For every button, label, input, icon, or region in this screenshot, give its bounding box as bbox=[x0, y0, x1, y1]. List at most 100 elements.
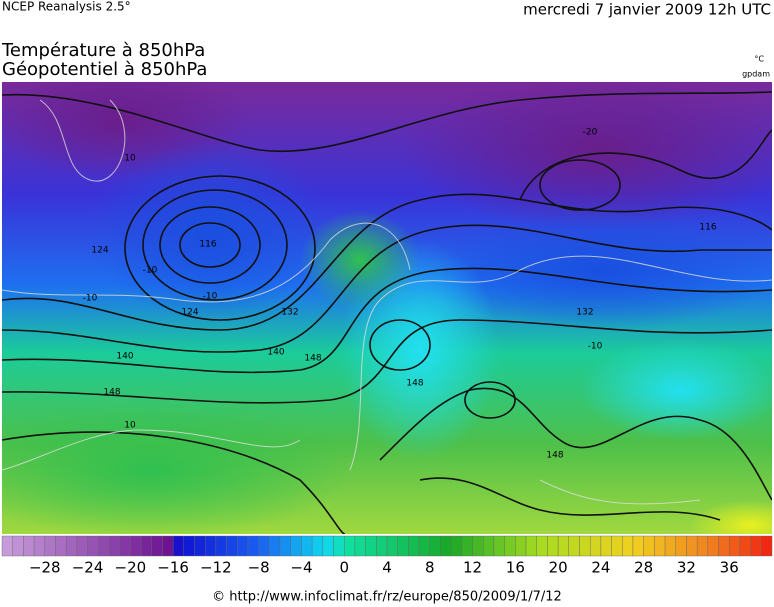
colorbar-tick-label: 36 bbox=[720, 559, 739, 577]
colorbar-swatch bbox=[483, 535, 495, 557]
colorbar-swatch bbox=[493, 535, 505, 557]
colorbar-swatch bbox=[643, 535, 655, 557]
contour-label: -20 bbox=[583, 128, 598, 138]
colorbar-swatch bbox=[194, 535, 206, 557]
colorbar-swatch bbox=[301, 535, 313, 557]
isotherms bbox=[2, 99, 772, 505]
colorbar-swatch bbox=[151, 535, 163, 557]
contour-label: 132 bbox=[576, 308, 593, 318]
contour-label: 116 bbox=[199, 240, 216, 250]
colorbar-swatch bbox=[686, 535, 698, 557]
contour-label: 140 bbox=[267, 348, 284, 358]
cold-area bbox=[400, 82, 772, 230]
colorbar-swatch bbox=[162, 535, 174, 557]
colorbar-tick-label: −24 bbox=[72, 559, 104, 577]
colorbar-swatch bbox=[589, 535, 602, 557]
contour-label: 10 bbox=[124, 154, 136, 164]
colorbar-tick-label: 24 bbox=[591, 559, 610, 577]
colorbar-swatch bbox=[440, 535, 452, 557]
footer-credit: © http://www.infoclimat.fr/rz/europe/850… bbox=[212, 590, 562, 605]
colorbar-swatch bbox=[55, 535, 67, 557]
mild-area bbox=[2, 400, 350, 534]
contour-label: 116 bbox=[699, 223, 716, 233]
colorbar-tick-label: −20 bbox=[115, 559, 147, 577]
colorbar-swatch bbox=[408, 535, 420, 557]
colorbar-tick-label: 8 bbox=[425, 559, 435, 577]
colorbar-swatch bbox=[536, 535, 548, 557]
mild-area bbox=[300, 210, 420, 310]
unit-geopotential: gpdam bbox=[742, 70, 770, 79]
colorbar-swatch bbox=[183, 535, 195, 557]
contour-label: 148 bbox=[304, 354, 321, 364]
colorbar-swatch bbox=[215, 535, 227, 557]
colorbar-swatch bbox=[611, 535, 623, 557]
contour-label: 124 bbox=[181, 308, 198, 318]
warm-area bbox=[690, 500, 772, 534]
contour-label: 10 bbox=[124, 421, 136, 431]
contour-label: -10 bbox=[203, 292, 218, 302]
colorbar-swatch bbox=[450, 535, 463, 557]
colorbar-swatch bbox=[12, 535, 24, 557]
colorbar: −28 −24 −20 −16 −12 −8 −4 0 4 8 12 16 20 24 28 32 36 bbox=[1, 535, 773, 577]
colorbar-swatch bbox=[365, 535, 377, 557]
colorbar-swatch bbox=[675, 535, 687, 557]
source-label: NCEP Reanalysis 2.5° bbox=[2, 0, 131, 14]
colorbar-swatch bbox=[632, 535, 644, 557]
colorbar-swatch bbox=[354, 535, 366, 557]
colorbar-swatch bbox=[568, 535, 580, 557]
colorbar-swatch bbox=[761, 535, 773, 557]
colorbar-tick-label: 20 bbox=[549, 559, 568, 577]
colorbar-swatch bbox=[504, 535, 516, 557]
cold-area bbox=[90, 140, 330, 320]
colorbar-swatch bbox=[172, 535, 185, 557]
colorbar-swatch bbox=[600, 535, 612, 557]
colorbar-swatch bbox=[418, 535, 430, 557]
colorbar-swatch bbox=[472, 535, 484, 557]
colorbar-swatch bbox=[130, 535, 142, 557]
map: 116 124 124 132 140 140 148 148 148 10 -10 -10 10 -20… bbox=[2, 82, 772, 534]
colorbar-swatch bbox=[547, 535, 559, 557]
colorbar-swatch bbox=[654, 535, 666, 557]
colorbar-swatch bbox=[1, 535, 13, 557]
colorbar-swatch bbox=[429, 535, 441, 557]
colorbar-swatch bbox=[23, 535, 35, 557]
cool-area bbox=[580, 340, 772, 440]
contour-label: 148 bbox=[406, 379, 423, 389]
contour-label: 148 bbox=[103, 388, 120, 398]
colorbar-swatch bbox=[557, 535, 570, 557]
colorbar-swatch bbox=[33, 535, 45, 557]
colorbar-swatch bbox=[119, 535, 131, 557]
colorbar-tick-label: 28 bbox=[634, 559, 653, 577]
colorbar-swatch bbox=[322, 535, 334, 557]
contour-label: 124 bbox=[91, 246, 108, 256]
colorbar-tick-label: 32 bbox=[677, 559, 696, 577]
colorbar-swatch bbox=[290, 535, 302, 557]
colorbar-swatch bbox=[247, 535, 259, 557]
colorbar-swatch bbox=[108, 535, 120, 557]
colorbar-tick-label: 4 bbox=[382, 559, 392, 577]
colorbar-swatch bbox=[65, 535, 78, 557]
colorbar-swatch bbox=[376, 535, 388, 557]
title-line-1: Température à 850hPa bbox=[1, 40, 205, 61]
date-label: mercredi 7 janvier 2009 12h UTC bbox=[523, 1, 771, 19]
colorbar-swatch bbox=[44, 535, 56, 557]
colorbar-swatch bbox=[707, 535, 719, 557]
colorbar-swatch bbox=[76, 535, 88, 557]
contour-label: -10 bbox=[143, 266, 158, 276]
colorbar-tick-label: −16 bbox=[157, 559, 189, 577]
contour-label: 140 bbox=[116, 352, 133, 362]
colorbar-swatch bbox=[87, 535, 99, 557]
colorbar-tick-label: 0 bbox=[339, 559, 349, 577]
colorbar-tick-label: −28 bbox=[29, 559, 61, 577]
colorbar-swatch bbox=[98, 535, 110, 557]
colorbar-swatch bbox=[729, 535, 741, 557]
contour-label: 148 bbox=[546, 451, 563, 461]
colorbar-swatch bbox=[525, 535, 537, 557]
contour-label: -10 bbox=[588, 342, 603, 352]
contour-labels: 116 124 124 132 140 140 148 148 148 10 -10 -10 10 -20… bbox=[83, 128, 717, 461]
cold-area bbox=[420, 210, 772, 330]
colorbar-swatch bbox=[204, 535, 217, 557]
colorbar-swatch bbox=[279, 535, 291, 557]
colorbar-swatch bbox=[258, 535, 270, 557]
